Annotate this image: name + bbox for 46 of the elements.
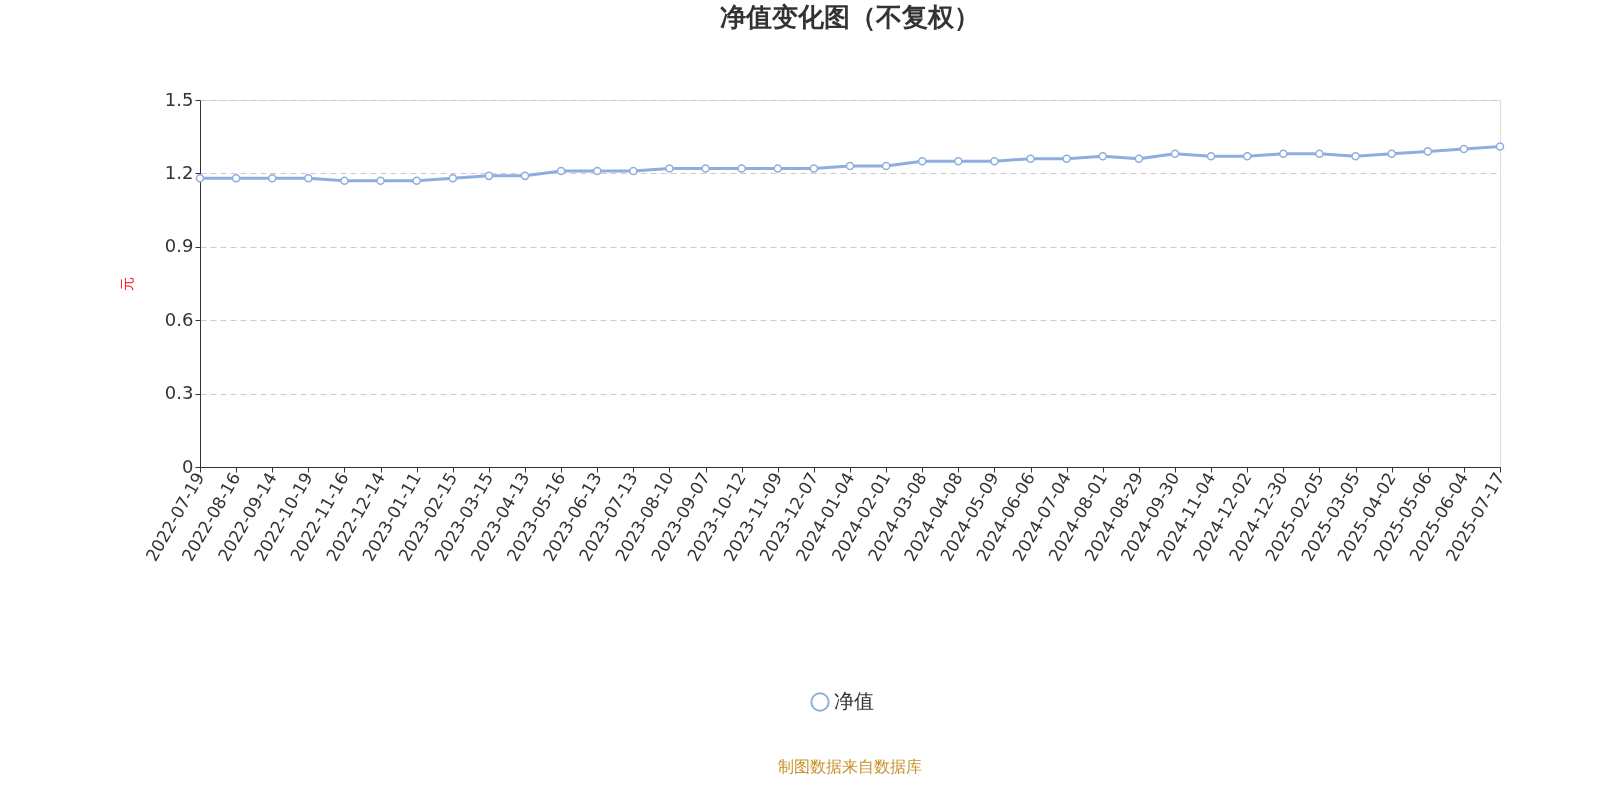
point: [304, 174, 313, 183]
legend-label: 净值: [834, 689, 874, 713]
point: [845, 161, 855, 171]
point: [701, 164, 710, 173]
y-tick-label: 1.5: [164, 88, 194, 110]
point: [1098, 151, 1108, 161]
y-tick-label: 0.6: [164, 308, 194, 330]
point: [773, 164, 783, 173]
point: [592, 166, 602, 176]
chart-title: 净值变化图（不复权）: [720, 2, 980, 32]
point: [1170, 149, 1180, 159]
point: [1062, 154, 1071, 163]
point: [1423, 147, 1433, 156]
point: [954, 156, 963, 166]
point: [412, 176, 421, 186]
point: [1134, 154, 1144, 163]
text: 制图数据来自数据库: [778, 757, 922, 776]
point: [1459, 144, 1469, 154]
point: [1026, 154, 1035, 163]
point: [1387, 149, 1396, 159]
point: [809, 164, 819, 173]
point: [1351, 151, 1360, 161]
point: [629, 166, 638, 176]
point: [340, 176, 349, 186]
point: [448, 174, 458, 183]
point: [1495, 142, 1505, 151]
point: [1279, 149, 1288, 159]
point: [484, 171, 494, 181]
point: [1242, 151, 1252, 161]
y-tick-label: 1.2: [164, 161, 194, 183]
y-tick-label: 0.9: [164, 235, 194, 257]
point: [990, 156, 999, 166]
point: [917, 156, 927, 166]
point: [1206, 151, 1216, 161]
point: [665, 164, 674, 173]
point: [267, 174, 277, 183]
point: [556, 166, 566, 176]
point: [376, 176, 385, 186]
y-axis-title: 元: [118, 277, 135, 291]
point: [231, 174, 241, 183]
point: [195, 174, 205, 183]
point: [1315, 149, 1324, 159]
point: [881, 161, 891, 171]
y-tick-label: 0.3: [164, 382, 194, 404]
point: [520, 171, 530, 181]
point: [737, 164, 746, 173]
